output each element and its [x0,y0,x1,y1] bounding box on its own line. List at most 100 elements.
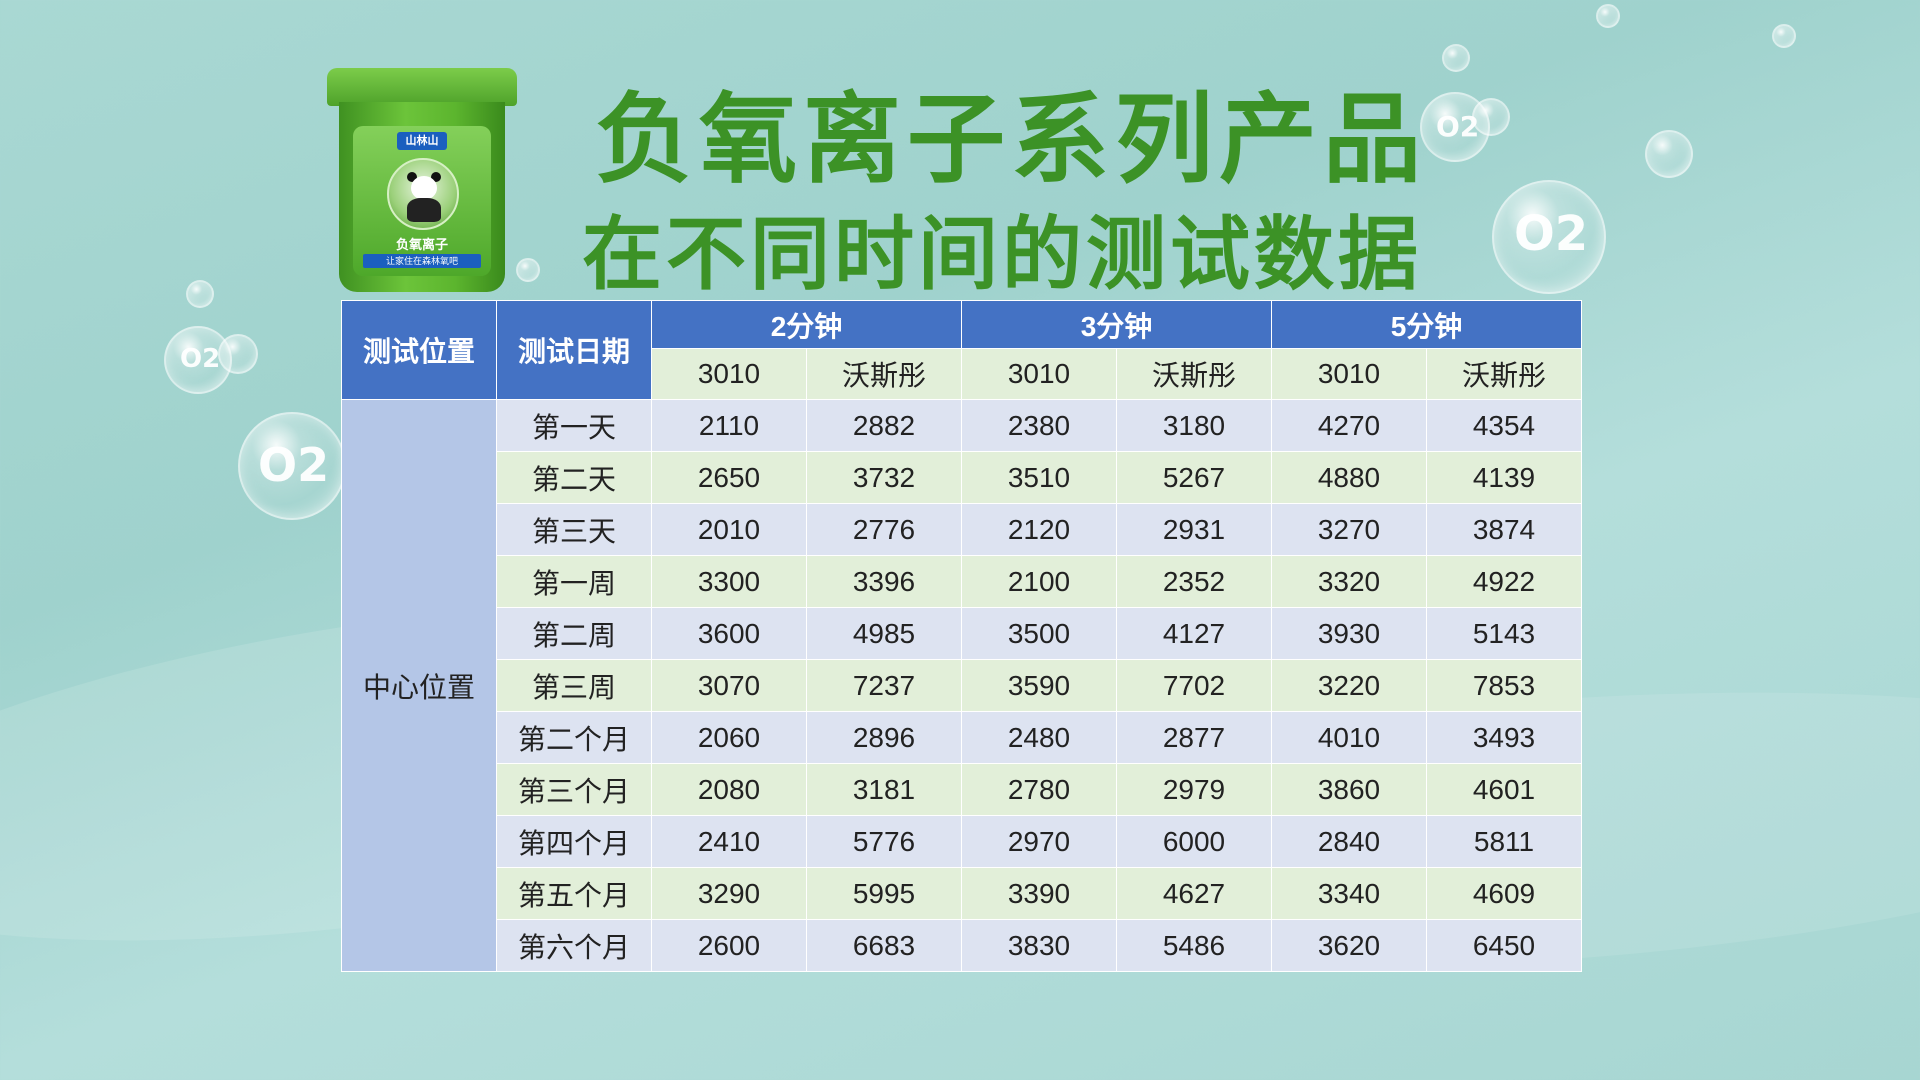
table-row: 第六个月 2600 6683 3830 5486 3620 6450 [342,919,1582,972]
value-cell: 3930 [1271,607,1427,660]
value-cell: 7853 [1426,659,1582,712]
date-cell: 第五个月 [496,867,652,920]
value-cell: 3874 [1426,503,1582,556]
date-cell: 第二个月 [496,711,652,764]
value-cell: 7237 [806,659,962,712]
header-test-position: 测试位置 [341,300,497,400]
bubble-decoration [1772,24,1796,48]
table-row: 第一周 3300 3396 2100 2352 3320 4922 [342,555,1582,608]
value-cell: 6000 [1116,815,1272,868]
value-cell: 3396 [806,555,962,608]
value-cell: 4270 [1271,399,1427,452]
value-cell: 2650 [651,451,807,504]
value-cell: 3340 [1271,867,1427,920]
value-cell: 3600 [651,607,807,660]
date-cell: 第三天 [496,503,652,556]
table-row: 第三个月 2080 3181 2780 2979 3860 4601 [342,763,1582,816]
value-cell: 4880 [1271,451,1427,504]
date-cell: 第二周 [496,607,652,660]
value-cell: 4609 [1426,867,1582,920]
value-cell: 4010 [1271,711,1427,764]
table-row: 第二天 2650 3732 3510 5267 4880 4139 [342,451,1582,504]
bubble-decoration [516,258,540,282]
value-cell: 2970 [961,815,1117,868]
value-cell: 2380 [961,399,1117,452]
date-cell: 第一天 [496,399,652,452]
table-row: 中心位置 第一天 2110 2882 2380 3180 4270 4354 [341,399,1582,972]
sub-header: 3010 [961,348,1117,400]
header-group-3min: 3分钟 [961,300,1272,349]
bucket-lid [327,68,517,106]
value-cell: 3830 [961,919,1117,972]
table-row: 第三周 3070 7237 3590 7702 3220 7853 [342,659,1582,712]
bubble-decoration [238,412,346,520]
value-cell: 3500 [961,607,1117,660]
date-cell: 第三个月 [496,763,652,816]
sub-header: 沃斯彤 [1426,348,1582,400]
table-row: 第五个月 3290 5995 3390 4627 3340 4609 [342,867,1582,920]
table-row: 第四个月 2410 5776 2970 6000 2840 5811 [342,815,1582,868]
o2-bubble-label: O2 [258,438,330,492]
value-cell: 5143 [1426,607,1582,660]
value-cell: 6683 [806,919,962,972]
value-cell: 2120 [961,503,1117,556]
value-cell: 7702 [1116,659,1272,712]
panda-icon [387,158,459,230]
date-cell: 第二天 [496,451,652,504]
panda-face [411,176,437,200]
value-cell: 5776 [806,815,962,868]
bubble-decoration [1596,4,1620,28]
value-cell: 3590 [961,659,1117,712]
value-cell: 2480 [961,711,1117,764]
value-cell: 2877 [1116,711,1272,764]
value-cell: 3732 [806,451,962,504]
value-cell: 4627 [1116,867,1272,920]
bubble-decoration [1472,98,1510,136]
value-cell: 2410 [651,815,807,868]
value-cell: 2882 [806,399,962,452]
value-cell: 2100 [961,555,1117,608]
date-cell: 第三周 [496,659,652,712]
value-cell: 2979 [1116,763,1272,816]
value-cell: 4139 [1426,451,1582,504]
value-cell: 3300 [651,555,807,608]
header-group-5min: 5分钟 [1271,300,1582,349]
value-cell: 2780 [961,763,1117,816]
value-cell: 2931 [1116,503,1272,556]
page-title: 负氧离子系列产品 [595,83,1428,197]
date-cell: 第一周 [496,555,652,608]
sub-header: 沃斯彤 [1116,348,1272,400]
o2-bubble-label: O2 [1514,206,1589,262]
value-cell: 4601 [1426,763,1582,816]
value-cell: 3180 [1116,399,1272,452]
sub-header: 3010 [651,348,807,400]
value-cell: 4127 [1116,607,1272,660]
value-cell: 5995 [806,867,962,920]
value-cell: 5811 [1426,815,1582,868]
value-cell: 2352 [1116,555,1272,608]
header-group-2min: 2分钟 [651,300,962,349]
brand-tag: 山林山 [397,132,447,150]
value-cell: 2110 [651,399,807,452]
value-cell: 3070 [651,659,807,712]
table-row: 第二个月 2060 2896 2480 2877 4010 3493 [342,711,1582,764]
value-cell: 2010 [651,503,807,556]
test-data-table: 测试位置 测试日期 2分钟 3分钟 5分钟 3010 沃斯彤 3010 沃斯彤 … [341,300,1582,972]
bubble-decoration [1442,44,1470,72]
value-cell: 3860 [1271,763,1427,816]
position-cell: 中心位置 [341,399,497,972]
bubble-decoration [186,280,214,308]
value-cell: 2600 [651,919,807,972]
bubble-decoration [164,326,232,394]
panda-ear [431,172,441,182]
product-slogan: 让家住在森林氧吧 [363,254,481,268]
value-cell: 3220 [1271,659,1427,712]
value-cell: 3270 [1271,503,1427,556]
date-cell: 第四个月 [496,815,652,868]
value-cell: 3290 [651,867,807,920]
table-row: 第二周 3600 4985 3500 4127 3930 5143 [342,607,1582,660]
value-cell: 3620 [1271,919,1427,972]
value-cell: 2080 [651,763,807,816]
value-cell: 4354 [1426,399,1582,452]
value-cell: 3510 [961,451,1117,504]
